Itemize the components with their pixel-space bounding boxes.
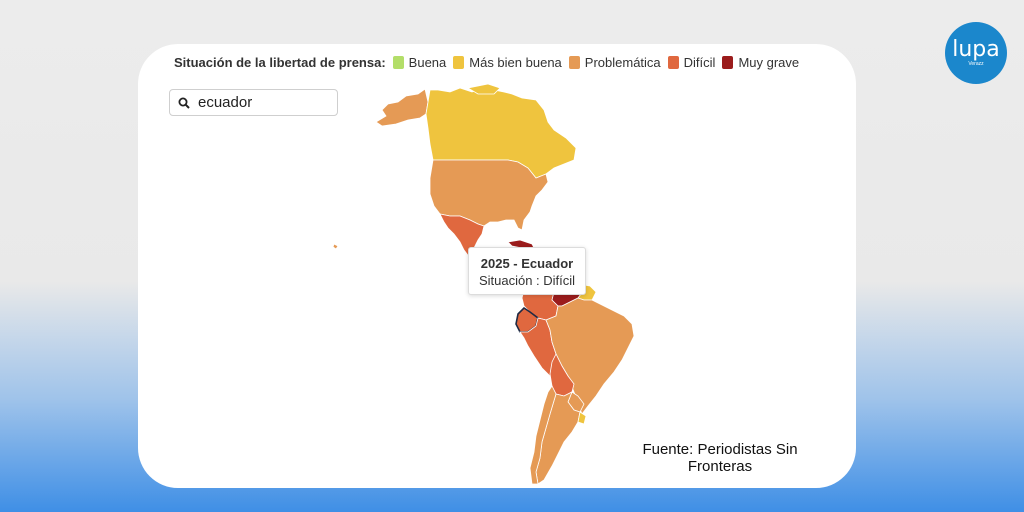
greenland-region[interactable] (466, 83, 501, 95)
legend: Situación de la libertad de prensa: Buen… (174, 55, 806, 70)
source-line-1: Fuente: Periodistas Sin (642, 441, 798, 458)
country-tooltip: 2025 - Ecuador Situación : Difícil (468, 247, 586, 295)
source-credit: Fuente: Periodistas Sin Fronteras (628, 441, 812, 475)
tooltip-status: Situación : Difícil (478, 273, 576, 288)
search-input[interactable]: ecuador (169, 89, 338, 116)
legend-label-muy-grave: Muy grave (738, 55, 800, 70)
search-icon (178, 97, 190, 109)
alaska-region[interactable] (375, 88, 429, 127)
legend-item-dificil[interactable]: Difícil (667, 55, 716, 70)
source-line-2: Fronteras (687, 458, 753, 475)
legend-label-dificil: Difícil (683, 55, 716, 70)
legend-label-problematica: Problemática (584, 55, 661, 70)
map-card: Situación de la libertad de prensa: Buen… (138, 44, 856, 488)
logo-text: lupa (952, 37, 1000, 62)
tooltip-title: 2025 - Ecuador (480, 256, 574, 271)
legend-swatch-dificil (667, 56, 679, 69)
legend-swatch-problematica (568, 56, 580, 69)
lupa-logo: lupa Verazz (945, 22, 1007, 84)
chile-region[interactable] (529, 385, 557, 485)
legend-label-buena: Buena (408, 55, 447, 70)
legend-item-problematica[interactable]: Problemática (568, 55, 661, 70)
legend-swatch-buena (392, 56, 404, 69)
legend-item-muy-grave[interactable]: Muy grave (722, 55, 799, 70)
uruguay-region[interactable] (577, 411, 587, 425)
hawaii-region[interactable] (332, 243, 339, 250)
legend-label-mas-bien-buena: Más bien buena (469, 55, 562, 70)
legend-swatch-mas-bien-buena (453, 56, 465, 69)
logo-subtext: Verazz (968, 61, 984, 67)
legend-swatch-muy-grave (722, 56, 734, 69)
legend-title: Situación de la libertad de prensa: (174, 55, 386, 70)
legend-item-buena[interactable]: Buena (392, 55, 447, 70)
search-value: ecuador (198, 94, 253, 111)
legend-item-mas-bien-buena[interactable]: Más bien buena (453, 55, 562, 70)
